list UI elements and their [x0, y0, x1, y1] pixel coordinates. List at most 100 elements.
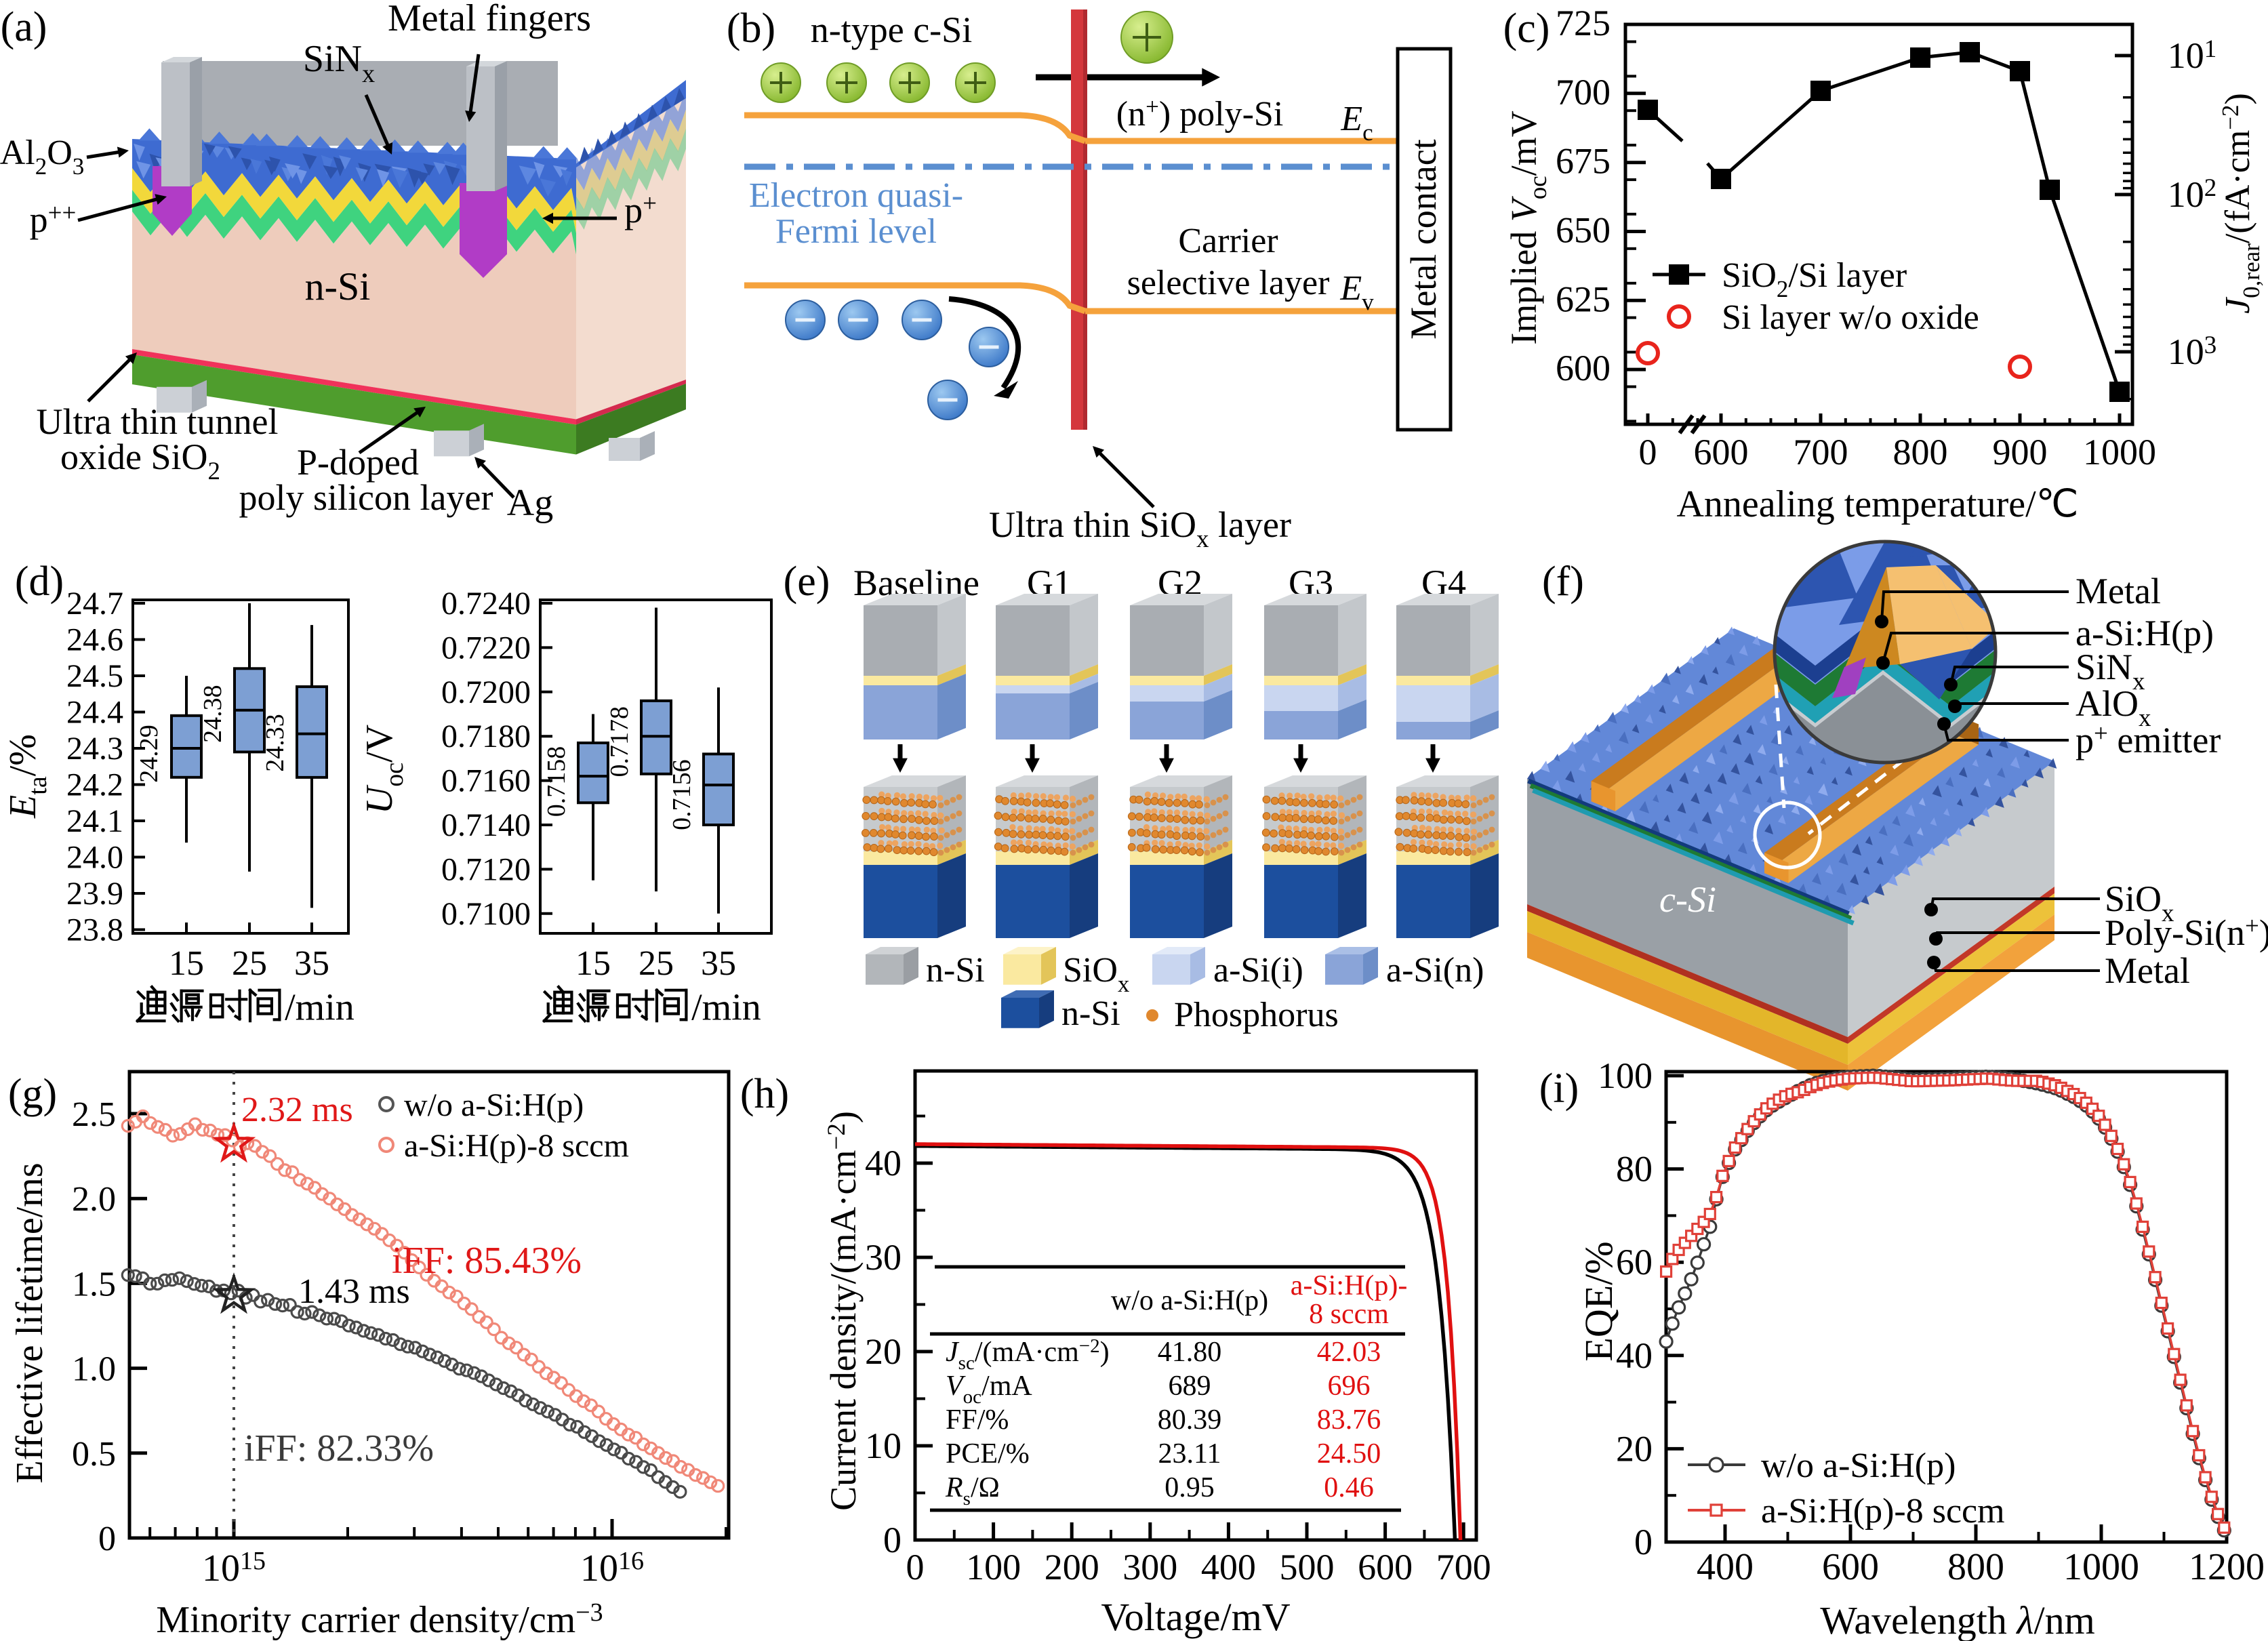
svg-text:600: 600: [1822, 1546, 1879, 1588]
svg-text:696: 696: [1328, 1371, 1371, 1402]
svg-text:Minority carrier density/cm−3​: Minority carrier density/cm−3​: [156, 1598, 603, 1641]
svg-text:625: 625: [1556, 279, 1611, 319]
svg-text:800: 800: [1893, 432, 1948, 472]
svg-text:23.11: 23.11: [1158, 1438, 1221, 1470]
svg-text:Ultra thin SiOx​ layer: Ultra thin SiOx​ layer: [989, 504, 1291, 553]
svg-text:Voltage/mV: Voltage/mV: [1101, 1595, 1290, 1639]
svg-text:20: 20: [1616, 1428, 1653, 1469]
svg-text:2.5: 2.5: [72, 1095, 116, 1134]
svg-text:Ultra thin tunnel: Ultra thin tunnel: [37, 401, 279, 442]
svg-text:25: 25: [639, 944, 674, 983]
svg-text:675: 675: [1556, 141, 1611, 182]
svg-text:1000: 1000: [2083, 432, 2156, 472]
svg-text:Ag: Ag: [507, 482, 553, 524]
svg-text:1.43 ms: 1.43 ms: [298, 1272, 410, 1311]
svg-text:15: 15: [169, 944, 204, 983]
svg-text:Rs​/Ω: Rs​/Ω: [945, 1472, 1000, 1510]
svg-text:iFF: 82.33%: iFF: 82.33%: [244, 1427, 434, 1470]
svg-text:700: 700: [1556, 72, 1611, 113]
svg-text:60: 60: [1616, 1242, 1653, 1282]
svg-text:23.8: 23.8: [66, 912, 123, 948]
svg-text:1200: 1200: [2189, 1546, 2265, 1588]
svg-text:Poly-Si(n+​): Poly-Si(n+​): [2105, 912, 2268, 953]
svg-text:0.95: 0.95: [1165, 1472, 1215, 1503]
svg-text:(i): (i): [1539, 1066, 1579, 1112]
svg-text:0.7160: 0.7160: [441, 763, 531, 799]
svg-text:w/o a-Si:H(p): w/o a-Si:H(p): [404, 1087, 584, 1123]
svg-text:0.7100: 0.7100: [441, 896, 531, 932]
svg-text:24.33: 24.33: [261, 714, 289, 772]
svg-text:200: 200: [1045, 1547, 1099, 1587]
svg-text:15: 15: [575, 944, 611, 983]
svg-text:p+​: p+​: [624, 190, 657, 230]
svg-text:0.7180: 0.7180: [441, 718, 531, 754]
svg-text:24.1: 24.1: [66, 803, 123, 839]
svg-text:24.50: 24.50: [1317, 1438, 1381, 1470]
svg-text:0.7156: 0.7156: [668, 759, 696, 830]
svg-text:600: 600: [1694, 432, 1749, 472]
svg-text:300: 300: [1122, 1547, 1177, 1587]
svg-text:0: 0: [98, 1520, 116, 1558]
svg-text:0: 0: [1634, 1522, 1653, 1562]
svg-text:600: 600: [1358, 1547, 1413, 1587]
svg-text:Phosphorus: Phosphorus: [1174, 996, 1339, 1034]
svg-text:35: 35: [701, 944, 736, 983]
svg-text:80.39: 80.39: [1158, 1404, 1222, 1436]
svg-text:25: 25: [232, 944, 267, 983]
svg-text:(a): (a): [1, 4, 47, 50]
svg-text:Metal contact: Metal contact: [1403, 139, 1444, 339]
svg-text:a-Si:H(p): a-Si:H(p): [2075, 613, 2214, 653]
svg-text:(b): (b): [727, 5, 775, 52]
svg-text:40: 40: [865, 1143, 902, 1183]
svg-text:400: 400: [1697, 1546, 1754, 1588]
svg-text:400: 400: [1201, 1547, 1256, 1587]
svg-text:(d): (d): [15, 559, 64, 605]
svg-text:24.4: 24.4: [66, 695, 123, 731]
svg-text:0.5: 0.5: [72, 1435, 116, 1474]
svg-text:24.3: 24.3: [66, 731, 123, 767]
svg-text:a-Si(i): a-Si(i): [1213, 951, 1303, 990]
svg-text:0.7220: 0.7220: [441, 630, 531, 666]
svg-text:101​: 101​: [2168, 35, 2217, 76]
svg-text:1.5: 1.5: [72, 1265, 116, 1303]
svg-text:poly silicon layer: poly silicon layer: [239, 477, 493, 518]
svg-text:n-Si: n-Si: [305, 264, 371, 308]
svg-text:30: 30: [865, 1237, 902, 1278]
svg-text:103​: 103​: [2168, 331, 2217, 372]
svg-text:(n+​) poly-Si: (n+​) poly-Si: [1116, 94, 1284, 134]
svg-text:725: 725: [1556, 3, 1611, 43]
svg-text:n-type c-Si: n-type c-Si: [811, 9, 972, 50]
svg-text:p+​ emitter: p+​ emitter: [2075, 720, 2221, 761]
svg-text:1.0: 1.0: [72, 1350, 116, 1389]
svg-text:83.76: 83.76: [1317, 1404, 1381, 1436]
svg-text:PCE/%: PCE/%: [946, 1438, 1030, 1470]
svg-text:0.7120: 0.7120: [441, 851, 531, 887]
svg-text:a-Si:H(p)-8 sccm: a-Si:H(p)-8 sccm: [404, 1128, 629, 1164]
svg-text:Carrier: Carrier: [1178, 222, 1278, 260]
svg-text:Implied Voc​/mV: Implied Voc​/mV: [1503, 110, 1552, 344]
svg-text:24.38: 24.38: [199, 685, 227, 743]
svg-text:c-Si: c-Si: [1659, 879, 1716, 920]
svg-text:Wavelength λ/nm: Wavelength λ/nm: [1820, 1598, 2094, 1641]
svg-text:selective layer: selective layer: [1127, 264, 1330, 302]
svg-text:/min: /min: [285, 986, 355, 1028]
svg-text:Metal: Metal: [2075, 571, 2161, 611]
svg-text:8 sccm: 8 sccm: [1309, 1299, 1389, 1330]
svg-text:p++​: p++​: [30, 199, 77, 240]
svg-text:w/o a-Si:H(p): w/o a-Si:H(p): [1761, 1446, 1956, 1485]
svg-text:20: 20: [865, 1331, 902, 1372]
svg-text:Fermi level: Fermi level: [775, 212, 937, 251]
svg-text:w/o a-Si:H(p): w/o a-Si:H(p): [1111, 1285, 1268, 1316]
svg-text:0: 0: [883, 1520, 902, 1560]
svg-text:oxide SiO2​: oxide SiO2​: [60, 437, 220, 485]
svg-text:102​: 102​: [2168, 174, 2217, 215]
svg-text:700: 700: [1436, 1547, 1491, 1587]
svg-text:0.46: 0.46: [1324, 1472, 1374, 1503]
svg-text:0.7158: 0.7158: [542, 746, 571, 817]
svg-text:40: 40: [1616, 1335, 1653, 1376]
svg-text:/min: /min: [691, 986, 761, 1028]
svg-text:P-doped: P-doped: [297, 442, 419, 483]
svg-text:n-Si: n-Si: [926, 951, 985, 990]
svg-text:800: 800: [1947, 1546, 2004, 1588]
svg-text:24.6: 24.6: [66, 622, 123, 658]
